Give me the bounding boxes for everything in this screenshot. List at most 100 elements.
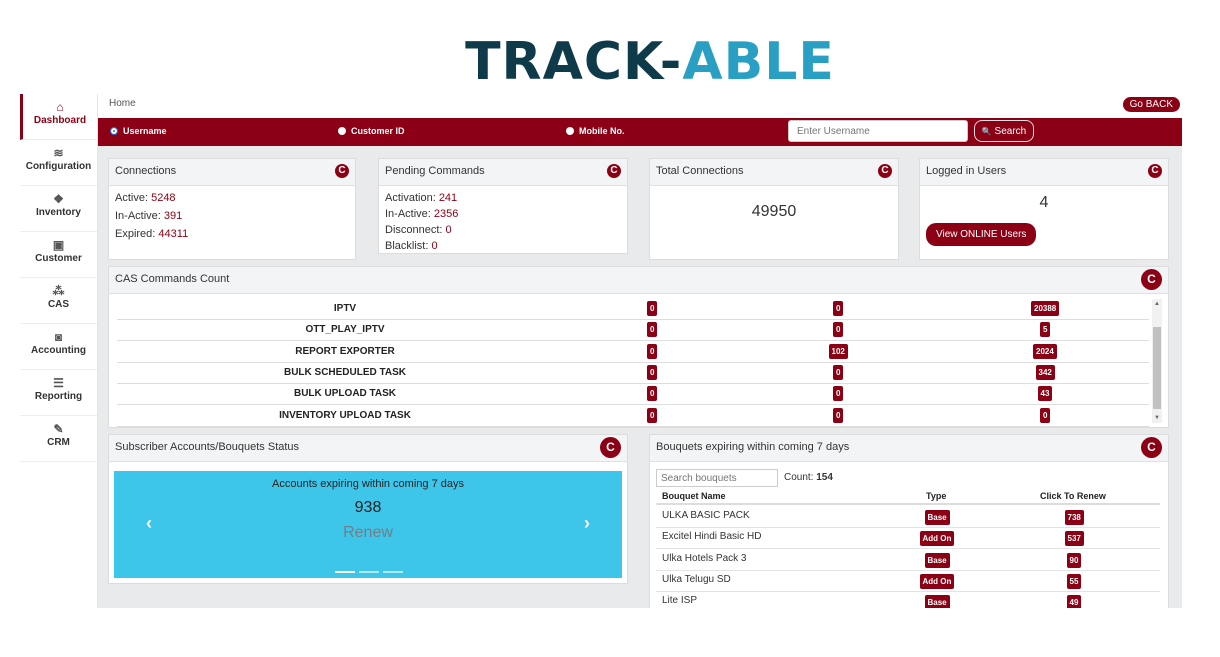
renew-link[interactable]: Renew: [343, 524, 393, 541]
active-count: Active: 5248: [115, 192, 176, 204]
cas-count-badge[interactable]: 0: [647, 343, 658, 359]
cas-commands-card: CAS Commands Count C IPTV 0 0 20388 OTT_PLAY_…: [108, 266, 1169, 428]
list-icon: ☰: [53, 376, 64, 390]
cas-command-name: INVENTORY UPLOAD TASK: [279, 409, 411, 421]
connections-card: Connections C Active: 5248 In-Active: 391…: [108, 158, 356, 260]
refresh-icon[interactable]: C: [335, 164, 349, 178]
card-title: Total Connections: [656, 165, 744, 177]
layers-icon: ≋: [53, 146, 64, 160]
radio-username[interactable]: Username: [110, 126, 167, 136]
cas-count-badge[interactable]: 0: [647, 364, 658, 380]
refresh-icon[interactable]: C: [1141, 269, 1162, 290]
card-title: Bouquets expiring within coming 7 days: [656, 441, 850, 453]
table-row: BULK UPLOAD TASK 0 0 43: [117, 384, 1149, 406]
scroll-down-icon[interactable]: ▼: [1154, 415, 1160, 421]
renew-count-button[interactable]: 537: [1064, 531, 1084, 547]
renew-count-button[interactable]: 55: [1066, 573, 1082, 589]
card-title: CAS Commands Count: [115, 273, 230, 285]
refresh-icon[interactable]: C: [878, 164, 892, 178]
total-connections-value: 49950: [751, 203, 797, 220]
track-able-logo: TRACK-ABLE: [465, 32, 835, 92]
logged-in-users-value: 4: [1039, 194, 1049, 211]
sitemap-icon: ⁂: [52, 284, 65, 298]
bouquet-name: Ulka Hotels Pack 3: [662, 552, 747, 564]
refresh-icon[interactable]: C: [607, 164, 621, 178]
sidebar-item-label: Reporting: [34, 391, 83, 402]
sidebar-item-dashboard[interactable]: ⌂ Dashboard: [20, 94, 97, 140]
bouquet-type-badge: Base: [924, 595, 950, 608]
cas-command-name: IPTV: [333, 303, 357, 314]
cas-count-badge[interactable]: 20388: [1031, 301, 1060, 316]
table-row: OTT_PLAY_IPTV 0 0 5: [117, 320, 1149, 342]
cas-count-badge[interactable]: 43: [1037, 386, 1053, 402]
column-header: Type: [926, 491, 947, 501]
scrollbar-thumb[interactable]: [1153, 327, 1161, 409]
money-icon: ◙: [54, 330, 63, 344]
bouquet-type-badge: Add On: [919, 531, 955, 547]
table-row: Lite ISP Base 49: [656, 592, 1160, 608]
cas-count-badge[interactable]: 342: [1035, 364, 1055, 380]
view-online-users-button[interactable]: View ONLINE Users: [926, 223, 1037, 246]
home-icon: ⌂: [56, 100, 64, 114]
radio-mobile-no[interactable]: Mobile No.: [566, 126, 625, 136]
cas-count-badge[interactable]: 0: [647, 407, 658, 423]
search-input[interactable]: [788, 120, 968, 142]
sidebar-item-reporting[interactable]: ☰ Reporting: [20, 370, 97, 416]
column-header: Bouquet Name: [662, 491, 726, 501]
refresh-icon[interactable]: C: [1148, 164, 1162, 178]
cas-count-badge[interactable]: 5: [1040, 322, 1051, 338]
chevron-right-icon[interactable]: ›: [584, 513, 590, 533]
chevron-left-icon[interactable]: ‹: [146, 513, 152, 533]
scroll-up-icon[interactable]: ▲: [1154, 301, 1160, 307]
column-header: Click To Renew: [1040, 491, 1106, 501]
renew-count-button[interactable]: 738: [1064, 510, 1084, 525]
carousel-indicator[interactable]: [383, 571, 403, 573]
scrollbar[interactable]: ▲ ▼: [1152, 299, 1162, 423]
sidebar-item-crm[interactable]: ✎ CRM: [20, 416, 97, 462]
bouquet-type-badge: Add On: [919, 573, 955, 589]
sidebar-item-accounting[interactable]: ◙ Accounting: [20, 324, 97, 370]
pending-commands-card: Pending Commands C Activation: 241 In-Act…: [378, 158, 628, 254]
refresh-icon[interactable]: C: [600, 437, 621, 458]
cas-count-badge[interactable]: 0: [1040, 407, 1051, 423]
sidebar-item-configuration[interactable]: ≋ Configuration: [20, 140, 97, 186]
card-title: Subscriber Accounts/Bouquets Status: [115, 441, 300, 453]
cas-count-badge[interactable]: 0: [647, 322, 658, 338]
inactive-count: In-Active: 391: [115, 210, 183, 222]
table-row: BULK SCHEDULED TASK 0 0 342: [117, 363, 1149, 384]
sidebar-item-inventory[interactable]: ❖ Inventory: [20, 186, 97, 232]
bouquet-type-badge: Base: [924, 510, 950, 525]
carousel-indicator[interactable]: [359, 571, 379, 573]
bouquet-name: ULKA BASIC PACK: [662, 510, 750, 521]
sidebar-item-cas[interactable]: ⁂ CAS: [20, 278, 97, 324]
search-button[interactable]: 🔍 Search: [974, 120, 1034, 142]
cas-count-badge[interactable]: 102: [828, 343, 848, 359]
card-title: Logged in Users: [926, 165, 1007, 177]
cas-count-badge[interactable]: 0: [833, 364, 844, 380]
cas-count-badge[interactable]: 2024: [1033, 343, 1057, 359]
go-back-button[interactable]: Go BACK: [1122, 97, 1180, 112]
radio-customer-id[interactable]: Customer ID: [338, 126, 405, 136]
cas-count-badge[interactable]: 0: [833, 386, 844, 402]
cas-count-badge[interactable]: 0: [833, 301, 844, 316]
refresh-icon[interactable]: C: [1141, 437, 1162, 458]
carousel-indicators: [333, 560, 405, 578]
sidebar-item-label: CRM: [47, 437, 70, 448]
carousel-indicator[interactable]: [335, 571, 355, 573]
cas-count-badge[interactable]: 0: [833, 407, 844, 423]
table-row: INVENTORY UPLOAD TASK 0 0 0: [117, 406, 1149, 427]
bouquet-table-header: Bouquet Name Type Click To Renew: [656, 489, 1160, 505]
cas-count-badge[interactable]: 0: [833, 322, 844, 338]
cas-count-badge[interactable]: 0: [647, 386, 658, 402]
bouquet-search-input[interactable]: [656, 469, 778, 487]
renew-count-button[interactable]: 49: [1066, 595, 1082, 608]
renew-count-button[interactable]: 90: [1066, 552, 1082, 568]
sidebar-item-label: Configuration: [25, 161, 92, 172]
cas-command-name: BULK UPLOAD TASK: [293, 388, 397, 400]
sidebar: ⌂ Dashboard ≋ Configuration ❖ Inventory ▣ Cu…: [20, 94, 98, 608]
cas-count-badge[interactable]: 0: [647, 301, 658, 316]
expiring-accounts-carousel: Accounts expiring within coming 7 days 9…: [114, 471, 622, 578]
breadcrumb[interactable]: Home: [109, 98, 136, 109]
sidebar-item-label: CAS: [47, 299, 70, 310]
sidebar-item-customer[interactable]: ▣ Customer: [20, 232, 97, 278]
